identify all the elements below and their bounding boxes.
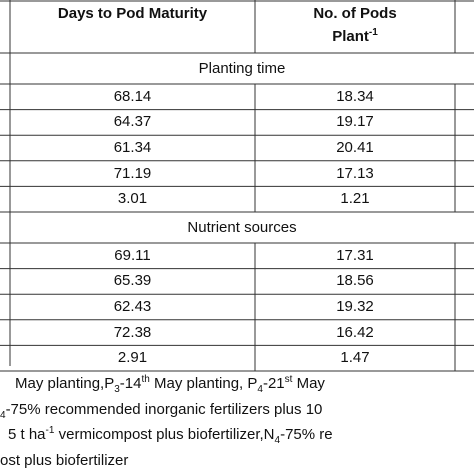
footnote-subscript: 4 — [0, 409, 6, 421]
footnote-subscript: 3 — [114, 384, 120, 395]
footnote-text: -14 — [119, 375, 142, 392]
table-cell: 64.37 — [113, 113, 152, 131]
footnote-text: ost plus biofertilizer — [0, 451, 129, 469]
table-cell: Days to Pod Maturity — [57, 5, 208, 22]
table-cell: 18.34 — [336, 87, 374, 105]
table-cell: 17.31 — [336, 246, 374, 264]
table-cell: 71.19 — [113, 164, 152, 182]
table-cell: 16.42 — [336, 323, 374, 341]
table-cell: 61.34 — [113, 139, 152, 156]
table-cell: 19.32 — [336, 298, 374, 315]
footnote-text: May planting,P — [15, 375, 115, 392]
table-cell: Planting time — [198, 59, 286, 77]
table-cell: 72.38 — [113, 323, 152, 341]
footnote-subscript: 4 — [274, 435, 281, 446]
footnote-text: -75% re — [280, 426, 333, 443]
footnote-text: -75% recommended inorganic fertilizers p… — [5, 400, 323, 418]
footnote-subscript: 4 — [257, 384, 263, 395]
table-cell: 1.21 — [340, 190, 370, 208]
footnote-text: 5 t ha — [8, 426, 46, 443]
footnote-text: vermicompost plus biofertilizer,N — [54, 426, 275, 443]
footnote-superscript: th — [141, 374, 150, 385]
table-cell: 3.01 — [117, 190, 148, 208]
footnote-superscript: st — [284, 374, 293, 385]
header-text: Plant — [332, 28, 369, 45]
footnote-line: 5 t ha-1 vermicompost plus biofertilizer… — [8, 425, 333, 446]
footnote-superscript: -1 — [45, 425, 55, 436]
table-cell: 62.43 — [113, 298, 152, 315]
table-cell: 18.56 — [336, 272, 374, 290]
table-cell: 69.11 — [114, 246, 151, 264]
header-cell: Plant-1 — [255, 28, 455, 46]
table-cell: 17.13 — [336, 164, 374, 182]
table-cell: 20.41 — [336, 139, 374, 156]
footnote-line: May planting,P3-14th May planting, P4-21… — [15, 374, 325, 395]
table-cell: Nutrient sources — [187, 218, 297, 236]
table-cell: 65.39 — [113, 272, 152, 290]
footnote-text: -21 — [262, 375, 285, 392]
footnote-text: May — [292, 375, 325, 392]
table-cell: 2.91 — [117, 349, 148, 367]
footnote-line: 4-75% recommended inorganic fertilizers … — [0, 400, 323, 421]
table-cell: 19.17 — [336, 113, 374, 131]
header-superscript: -1 — [368, 27, 378, 38]
table-cell: 1.47 — [340, 349, 370, 367]
table-cell: No. of Pods — [313, 5, 397, 22]
footnote-line: ost plus biofertilizer — [0, 452, 128, 470]
table-cell: 68.14 — [113, 87, 152, 105]
footnote-text: May planting, P — [149, 375, 258, 392]
